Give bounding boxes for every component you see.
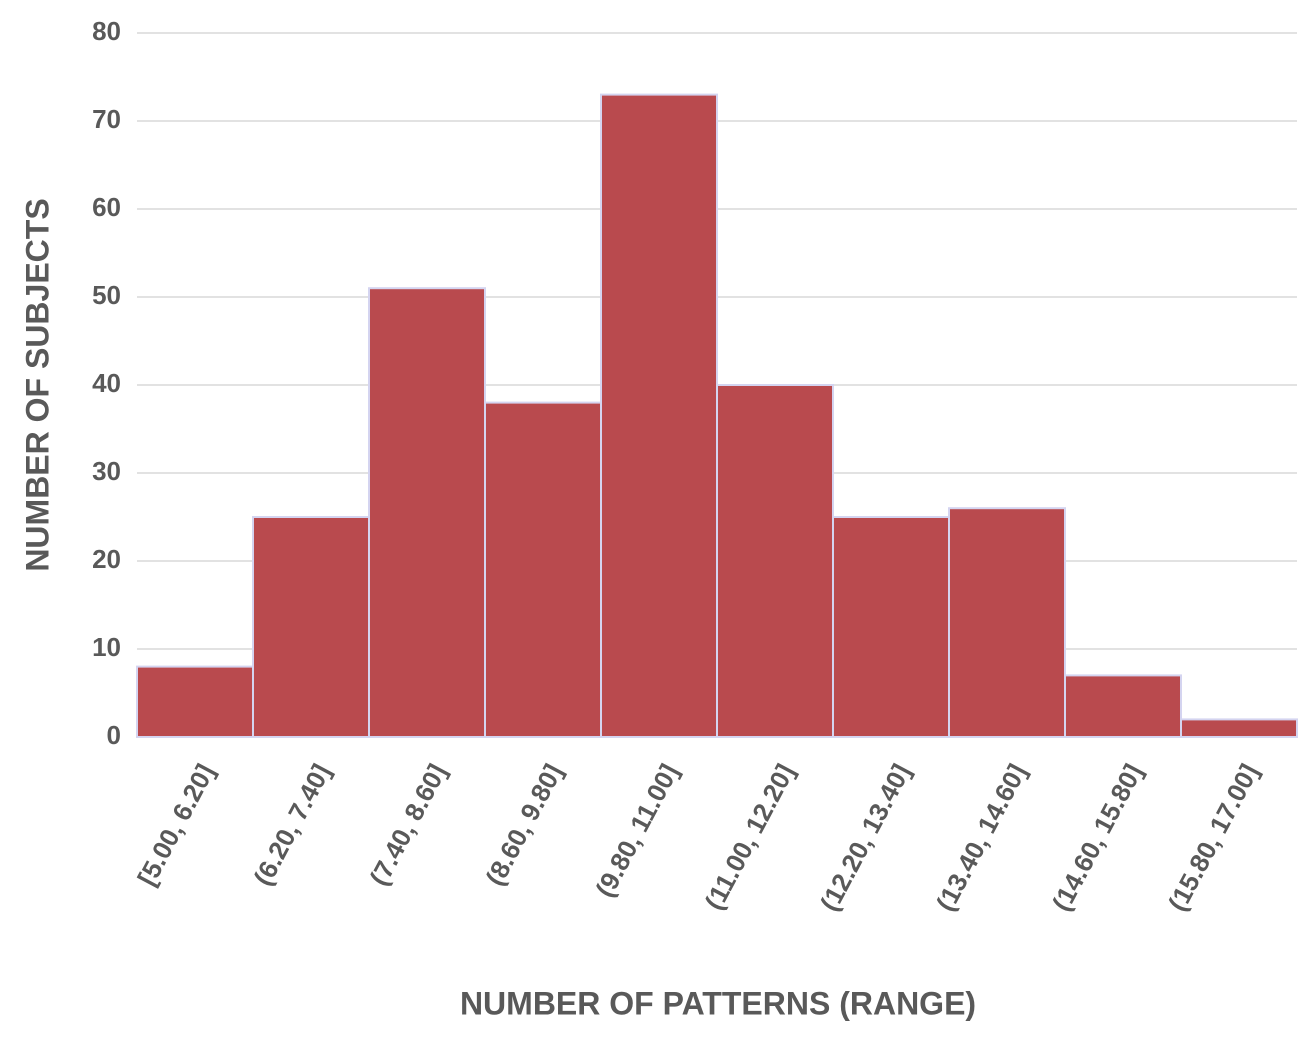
x-tick-label: (11.00, 12.20] [699,759,801,915]
bar [948,507,1066,739]
x-tick-label: (9.80, 11.00] [589,759,684,902]
x-tick-label: (8.60, 9.80] [479,759,568,891]
y-tick-label: 60 [92,192,121,222]
bar [600,93,718,739]
bar [484,401,602,738]
x-axis-label: NUMBER OF PATTERNS (RANGE) [460,985,976,1021]
y-tick-label: 80 [92,16,121,46]
y-tick-label: 20 [92,544,121,574]
x-tick-label: (12.20, 13.40] [814,759,916,916]
bar [136,665,254,738]
bar [368,287,486,738]
y-axis-label: NUMBER OF SUBJECTS [19,198,55,571]
y-tick-label: 50 [92,280,121,310]
x-tick-label: [5.00, 6.20] [131,759,220,891]
bar [832,516,950,738]
x-tick-label: (14.60, 15.80] [1046,759,1148,916]
y-tick-label: 0 [107,720,121,750]
y-tick-label: 70 [92,104,121,134]
y-tick-label: 10 [92,632,121,662]
bar [1180,718,1298,739]
bar [252,516,370,738]
x-tick-label: (15.80, 17.00] [1162,759,1264,916]
y-tick-label: 30 [92,456,121,486]
x-tick-label: (7.40, 8.60] [363,759,452,891]
x-tick-label: (13.40, 14.60] [930,759,1032,916]
x-tick-label: (6.20, 7.40] [247,759,336,891]
bar [1064,674,1182,739]
bar [716,384,834,738]
y-tick-label: 40 [92,368,121,398]
